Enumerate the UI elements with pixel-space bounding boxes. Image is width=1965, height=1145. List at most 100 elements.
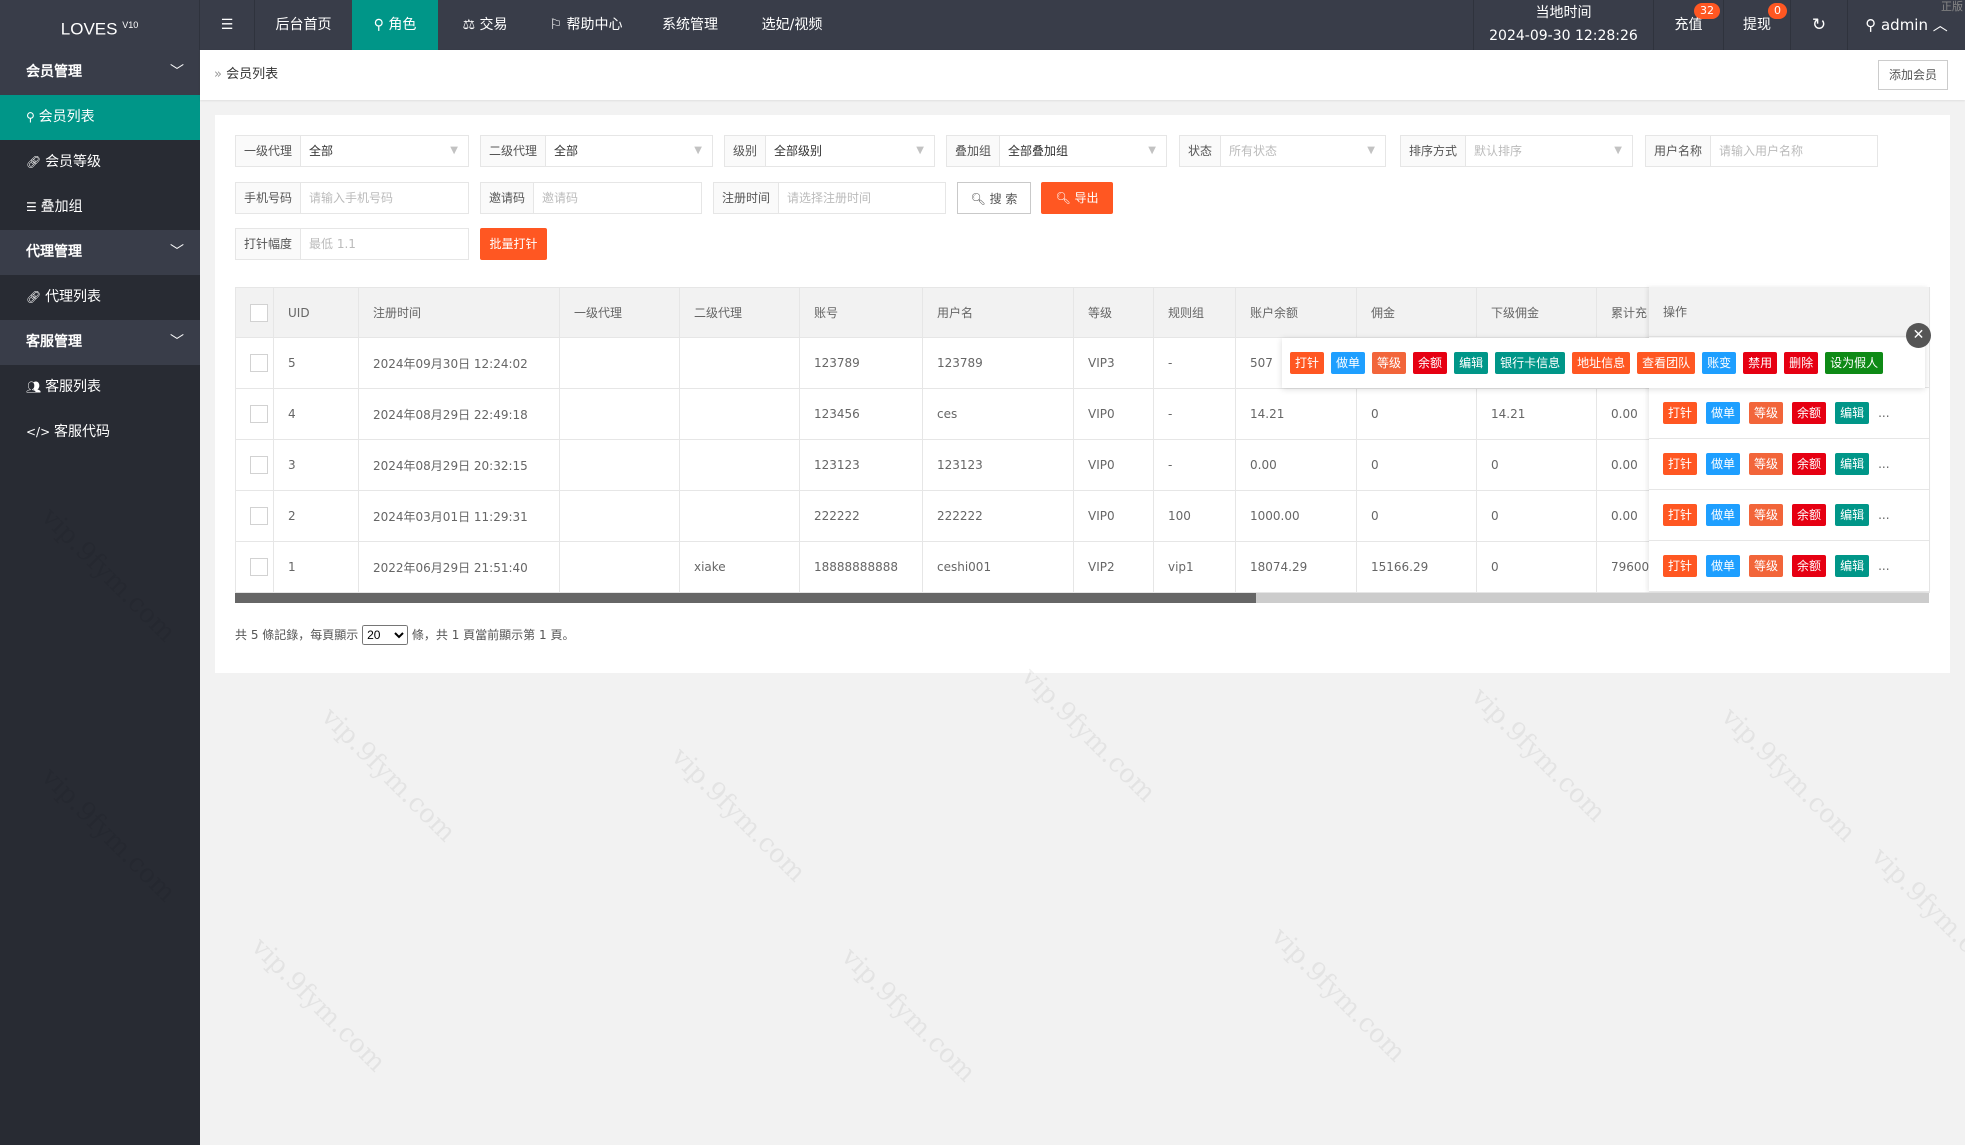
more-button[interactable]: ... <box>1878 508 1890 522</box>
amp-input[interactable]: 最低 1.1 <box>309 237 356 251</box>
popup-action-button[interactable]: 账变 <box>1702 352 1737 374</box>
hamburger-icon[interactable]: ☰ <box>200 0 255 50</box>
row-select <box>235 439 274 491</box>
popup-action-button[interactable]: 编辑 <box>1454 352 1489 374</box>
action-button[interactable]: 做单 <box>1706 402 1741 424</box>
row-select <box>235 337 274 389</box>
row-checkbox[interactable] <box>250 558 268 576</box>
sidebar-item[interactable]: ☰ 叠加组 <box>26 199 83 215</box>
amp-filter: 打针幅度 最低 1.1 <box>235 228 469 260</box>
popup-action-button[interactable]: 余额 <box>1413 352 1448 374</box>
row-select <box>235 490 274 542</box>
agent1-select[interactable]: 全部 ▼ <box>301 136 468 166</box>
action-button[interactable]: 余额 <box>1792 504 1827 526</box>
nav-item[interactable]: 系统管理 <box>662 17 718 33</box>
invite-input[interactable]: 邀请码 <box>542 191 579 205</box>
row-checkbox[interactable] <box>250 405 268 423</box>
action-button[interactable]: 打针 <box>1663 402 1698 424</box>
more-button[interactable]: ... <box>1878 559 1890 573</box>
sidebar-item[interactable]: </> 客服代码 <box>26 424 110 440</box>
more-button[interactable]: ... <box>1878 406 1890 420</box>
recharge-button[interactable]: 充值 32 <box>1653 0 1723 50</box>
popup-action-button[interactable]: 删除 <box>1784 352 1819 374</box>
action-button[interactable]: 编辑 <box>1835 453 1870 475</box>
table-cell: 2022年06月29日 21:51:40 <box>358 541 560 593</box>
popup-action-button[interactable]: 查看团队 <box>1637 352 1696 374</box>
table-cell: 2024年08月29日 20:32:15 <box>358 439 560 491</box>
action-button[interactable]: 打针 <box>1663 504 1698 526</box>
sidebar-group[interactable]: 会员管理 ﹀ <box>0 50 200 95</box>
popup-action-button[interactable]: 做单 <box>1331 352 1366 374</box>
action-button[interactable]: 等级 <box>1749 453 1784 475</box>
batch-inject-button[interactable]: 批量打针 <box>480 228 547 260</box>
table-cell: 0.00 <box>1595 490 1651 542</box>
popup-action-button[interactable]: 地址信息 <box>1572 352 1631 374</box>
popup-action-button[interactable]: 银行卡信息 <box>1495 352 1566 374</box>
nav-item[interactable]: 后台首页 <box>275 17 332 33</box>
horizontal-scrollbar[interactable] <box>235 593 1929 603</box>
table-cell: 2024年09月30日 12:24:02 <box>358 337 560 389</box>
action-button[interactable]: 打针 <box>1663 555 1698 577</box>
row-actions: 打针 做单 等级 余额 编辑... <box>1649 388 1929 439</box>
more-button[interactable]: ... <box>1878 457 1890 471</box>
username-filter: 用户名称 请输入用户名称 <box>1645 135 1878 167</box>
sort-select[interactable]: 默认排序 ▼ <box>1466 136 1632 166</box>
nav-item[interactable]: 选妃/视频 <box>761 17 823 33</box>
popup-action-button[interactable]: 禁用 <box>1743 352 1778 374</box>
action-button[interactable]: 做单 <box>1706 555 1741 577</box>
scrollbar-thumb[interactable] <box>235 593 1256 603</box>
action-button[interactable]: 余额 <box>1792 453 1827 475</box>
export-button[interactable]: 🔍︎ 导出 <box>1041 182 1113 214</box>
group-select[interactable]: 全部叠加组 ▼ <box>1000 136 1166 166</box>
sidebar-item[interactable]: 🔗︎ 会员等级 <box>26 154 102 170</box>
popup-action-button[interactable]: 设为假人 <box>1825 352 1884 374</box>
action-button[interactable]: 等级 <box>1749 555 1784 577</box>
close-icon[interactable]: ✕ <box>1906 323 1931 348</box>
action-button[interactable]: 编辑 <box>1835 555 1870 577</box>
sidebar-item[interactable]: 👥︎ 客服列表 <box>26 379 102 395</box>
add-member-button[interactable]: 添加会员 <box>1878 60 1948 90</box>
action-button[interactable]: 编辑 <box>1835 402 1870 424</box>
withdraw-button[interactable]: 提现 0 <box>1723 0 1790 50</box>
nav-item[interactable]: ⚐ 帮助中心 <box>549 17 623 33</box>
sidebar-item[interactable]: 🔗︎ 代理列表 <box>26 289 102 305</box>
watermark: vip.9fym.com <box>1265 921 1412 1069</box>
user-menu[interactable]: ⚲ admin ︿ <box>1847 0 1965 50</box>
action-button[interactable]: 打针 <box>1663 453 1698 475</box>
action-button[interactable]: 余额 <box>1792 402 1827 424</box>
level-select[interactable]: 全部级别 ▼ <box>766 136 934 166</box>
search-button[interactable]: 🔍︎ 搜 索 <box>957 182 1031 214</box>
nav-item[interactable]: ⚖ 交易 <box>462 17 508 33</box>
phone-input[interactable]: 请输入手机号码 <box>309 191 394 205</box>
agent2-select[interactable]: 全部 ▼ <box>546 136 712 166</box>
action-button[interactable]: 等级 <box>1749 402 1784 424</box>
action-button[interactable]: 做单 <box>1706 453 1741 475</box>
row-checkbox[interactable] <box>250 507 268 525</box>
table-cell: xiake <box>679 541 800 593</box>
status-select[interactable]: 所有状态 ▼ <box>1221 136 1385 166</box>
table-cell <box>559 490 680 542</box>
username-input[interactable]: 请输入用户名称 <box>1719 144 1804 158</box>
recharge-badge: 32 <box>1694 3 1720 19</box>
action-button[interactable]: 编辑 <box>1835 504 1870 526</box>
table-cell: ces <box>922 388 1074 440</box>
action-button[interactable]: 等级 <box>1749 504 1784 526</box>
nav-item[interactable]: ⚲ 角色 <box>352 0 438 50</box>
select-all-checkbox[interactable] <box>235 287 274 338</box>
row-select <box>235 388 274 440</box>
refresh-icon[interactable]: ↻ <box>1790 0 1847 50</box>
regtime-input[interactable]: 请选择注册时间 <box>787 191 872 205</box>
checkbox[interactable] <box>250 303 268 322</box>
page-size-select[interactable]: 20 <box>362 625 409 645</box>
popup-action-button[interactable]: 打针 <box>1290 352 1325 374</box>
popup-action-button[interactable]: 等级 <box>1372 352 1407 374</box>
row-checkbox[interactable] <box>250 354 268 372</box>
sidebar-group[interactable]: 代理管理 ﹀ <box>0 230 200 275</box>
column-header: 规则组 <box>1153 287 1236 338</box>
table-cell: 0 <box>1356 388 1477 440</box>
action-button[interactable]: 做单 <box>1706 504 1741 526</box>
sidebar-group[interactable]: 客服管理 ﹀ <box>0 320 200 365</box>
row-checkbox[interactable] <box>250 456 268 474</box>
action-button[interactable]: 余额 <box>1792 555 1827 577</box>
sidebar-item[interactable]: ⚲ 会员列表 <box>0 95 200 140</box>
